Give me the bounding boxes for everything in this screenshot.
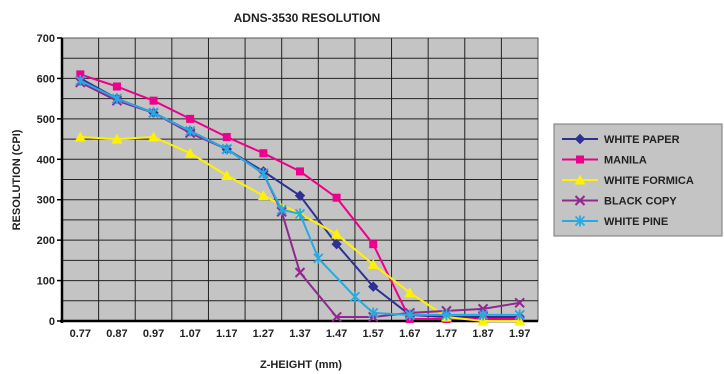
data-point-manila [369, 240, 378, 249]
legend-item-manila: MANILA [562, 155, 647, 167]
data-point-manila [186, 114, 195, 123]
y-axis-ticks: 0 100 200 300 400 500 600 700 [37, 33, 62, 328]
legend-label: WHITE PAPER [604, 134, 680, 146]
x-axis-label: Z-HEIGHT (mm) [260, 359, 342, 371]
x-tick-label: 0.77 [70, 328, 91, 340]
data-point-white-pine [111, 93, 123, 105]
data-point-white-paper [294, 190, 306, 201]
data-point-white-formica [74, 131, 86, 142]
x-tick-label: 1.77 [436, 328, 457, 340]
data-point-white-pine [148, 107, 159, 119]
data-point-white-formica [477, 315, 489, 326]
legend-marker [574, 195, 586, 206]
series-layer [74, 70, 526, 326]
data-point-white-pine [514, 309, 525, 321]
data-point-black-copy [331, 311, 342, 323]
data-point-white-formica [184, 147, 196, 158]
legend-label: BLACK COPY [604, 196, 677, 208]
data-point-white-formica [111, 133, 123, 144]
data-point-manila [296, 167, 304, 176]
data-point-white-formica [221, 169, 233, 180]
data-point-white-formica [331, 228, 343, 239]
data-point-manila [222, 133, 231, 142]
y-tick-label: 300 [37, 195, 55, 207]
data-point-white-paper [331, 238, 342, 250]
legend-item-black-copy: BLACK COPY [562, 195, 677, 208]
data-point-white-pine [368, 307, 379, 319]
data-point-white-pine [276, 204, 287, 216]
x-tick-label: 1.27 [253, 328, 274, 340]
y-tick-label: 400 [37, 154, 55, 166]
data-point-white-pine [294, 208, 306, 220]
data-point-manila [259, 149, 268, 158]
legend: WHITE PAPER MANILA WHITE FORMICA BLACK COPY… [553, 123, 723, 237]
data-point-white-pine [221, 143, 232, 155]
x-tick-label: 1.57 [363, 328, 384, 340]
legend-marker [574, 133, 586, 145]
data-point-white-pine [185, 125, 196, 137]
y-tick-label: 200 [37, 235, 55, 247]
data-point-white-pine [441, 309, 452, 321]
data-point-white-formica [148, 131, 160, 142]
data-point-white-pine [313, 252, 324, 264]
x-tick-label: 1.37 [289, 328, 310, 340]
y-axis-label: RESOLUTION (CPI) [11, 129, 23, 230]
legend-marker [574, 215, 586, 227]
data-point-white-formica [257, 190, 269, 201]
y-tick-label: 100 [37, 276, 55, 288]
data-point-white-formica [404, 287, 416, 298]
plot-area [60, 37, 539, 323]
data-point-white-formica [367, 258, 379, 269]
data-point-white-pine [258, 167, 269, 179]
legend-item-white-formica: WHITE FORMICA [562, 174, 694, 187]
x-tick-label: 1.07 [179, 328, 200, 340]
legend-label: MANILA [604, 155, 647, 167]
legend-marker [576, 155, 584, 164]
legend-item-white-paper: WHITE PAPER [562, 133, 680, 146]
data-point-black-copy [514, 297, 525, 309]
x-tick-label: 1.17 [216, 328, 237, 340]
data-point-manila [76, 70, 85, 79]
legend-label: WHITE PINE [604, 216, 668, 228]
data-point-white-pine [477, 309, 489, 321]
y-tick-label: 0 [49, 316, 55, 328]
x-tick-label: 0.87 [106, 328, 127, 340]
x-tick-label: 1.97 [509, 328, 530, 340]
legend-item-white-pine: WHITE PINE [562, 215, 668, 228]
x-tick-label: 1.87 [472, 328, 493, 340]
chart-title: ADNS-3530 RESOLUTION [234, 11, 381, 25]
data-point-white-formica [514, 315, 526, 326]
data-point-manila [112, 82, 121, 91]
x-tick-label: 1.67 [399, 328, 420, 340]
series-white-pine [75, 74, 525, 321]
data-point-manila [332, 193, 341, 202]
data-point-black-copy [294, 267, 306, 278]
data-point-white-pine [404, 309, 415, 321]
x-axis-ticks: 0.77 0.87 0.97 1.07 1.17 1.27 1.37 1.47 1.57 1.67… [70, 328, 531, 340]
data-point-manila [149, 96, 158, 105]
legend-label: WHITE FORMICA [604, 175, 694, 187]
y-tick-label: 500 [37, 114, 55, 126]
x-tick-label: 0.97 [143, 328, 164, 340]
data-point-white-pine [349, 291, 361, 303]
data-point-white-pine [75, 74, 86, 86]
y-tick-label: 600 [37, 73, 55, 85]
data-point-white-paper [368, 281, 379, 292]
x-tick-label: 1.47 [326, 328, 347, 340]
y-tick-label: 700 [37, 33, 55, 45]
legend-marker [574, 174, 586, 185]
